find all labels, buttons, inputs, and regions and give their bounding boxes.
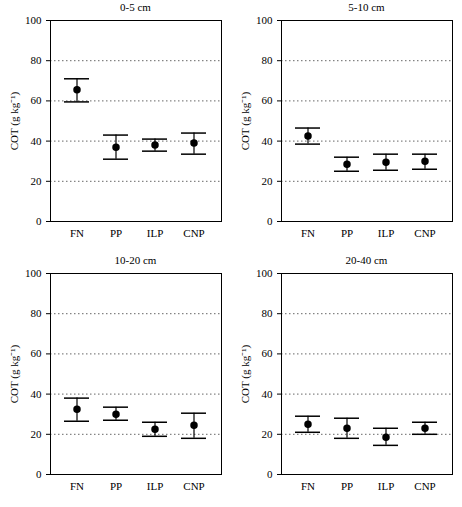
svg-text:PP: PP bbox=[341, 227, 353, 239]
svg-text:20: 20 bbox=[31, 175, 43, 187]
svg-text:ILP: ILP bbox=[147, 227, 164, 239]
svg-text:CNP: CNP bbox=[183, 480, 204, 492]
svg-text:FN: FN bbox=[301, 227, 315, 239]
html-text:0-5 cm: 0-5 cm bbox=[120, 1, 151, 13]
svg-text:60: 60 bbox=[262, 94, 274, 106]
svg-text:40: 40 bbox=[262, 388, 274, 400]
svg-text:PP: PP bbox=[110, 480, 122, 492]
svg-text:20: 20 bbox=[31, 428, 43, 440]
svg-text:80: 80 bbox=[31, 54, 43, 66]
html-text:20-40 cm: 20-40 cm bbox=[345, 254, 388, 266]
svg-text:0: 0 bbox=[267, 468, 273, 480]
html-text:10-20 cm: 10-20 cm bbox=[114, 254, 157, 266]
svg-text:20: 20 bbox=[262, 428, 274, 440]
svg-text:ILP: ILP bbox=[378, 227, 395, 239]
svg-text:FN: FN bbox=[301, 480, 315, 492]
svg-text:60: 60 bbox=[31, 347, 43, 359]
svg-text:60: 60 bbox=[262, 347, 274, 359]
svg-text:40: 40 bbox=[31, 388, 43, 400]
svg-text:100: 100 bbox=[256, 14, 273, 26]
html-text:5-10 cm: 5-10 cm bbox=[348, 1, 385, 13]
svg-text:0: 0 bbox=[267, 215, 273, 227]
svg-text:FN: FN bbox=[70, 480, 84, 492]
svg-text:80: 80 bbox=[262, 307, 274, 319]
svg-text:80: 80 bbox=[262, 54, 274, 66]
svg-text:40: 40 bbox=[262, 135, 274, 147]
svg-text:PP: PP bbox=[341, 480, 353, 492]
svg-text:COT (g kg⁻¹): COT (g kg⁻¹) bbox=[8, 91, 21, 150]
svg-text:0: 0 bbox=[36, 468, 42, 480]
svg-text:80: 80 bbox=[31, 307, 43, 319]
svg-text:COT (g kg⁻¹): COT (g kg⁻¹) bbox=[8, 344, 21, 403]
svg-text:COT (g kg⁻¹): COT (g kg⁻¹) bbox=[239, 91, 252, 150]
svg-text:40: 40 bbox=[31, 135, 43, 147]
svg-text:CNP: CNP bbox=[414, 227, 435, 239]
svg-text:CNP: CNP bbox=[414, 480, 435, 492]
svg-text:60: 60 bbox=[31, 94, 43, 106]
svg-text:ILP: ILP bbox=[378, 480, 395, 492]
svg-text:100: 100 bbox=[25, 267, 42, 279]
svg-text:ILP: ILP bbox=[147, 480, 164, 492]
svg-text:PP: PP bbox=[110, 227, 122, 239]
svg-text:100: 100 bbox=[256, 267, 273, 279]
svg-text:CNP: CNP bbox=[183, 227, 204, 239]
svg-text:20: 20 bbox=[262, 175, 274, 187]
svg-text:0: 0 bbox=[36, 215, 42, 227]
svg-text:FN: FN bbox=[70, 227, 84, 239]
svg-text:100: 100 bbox=[25, 14, 42, 26]
svg-text:COT (g kg⁻¹): COT (g kg⁻¹) bbox=[239, 344, 252, 403]
